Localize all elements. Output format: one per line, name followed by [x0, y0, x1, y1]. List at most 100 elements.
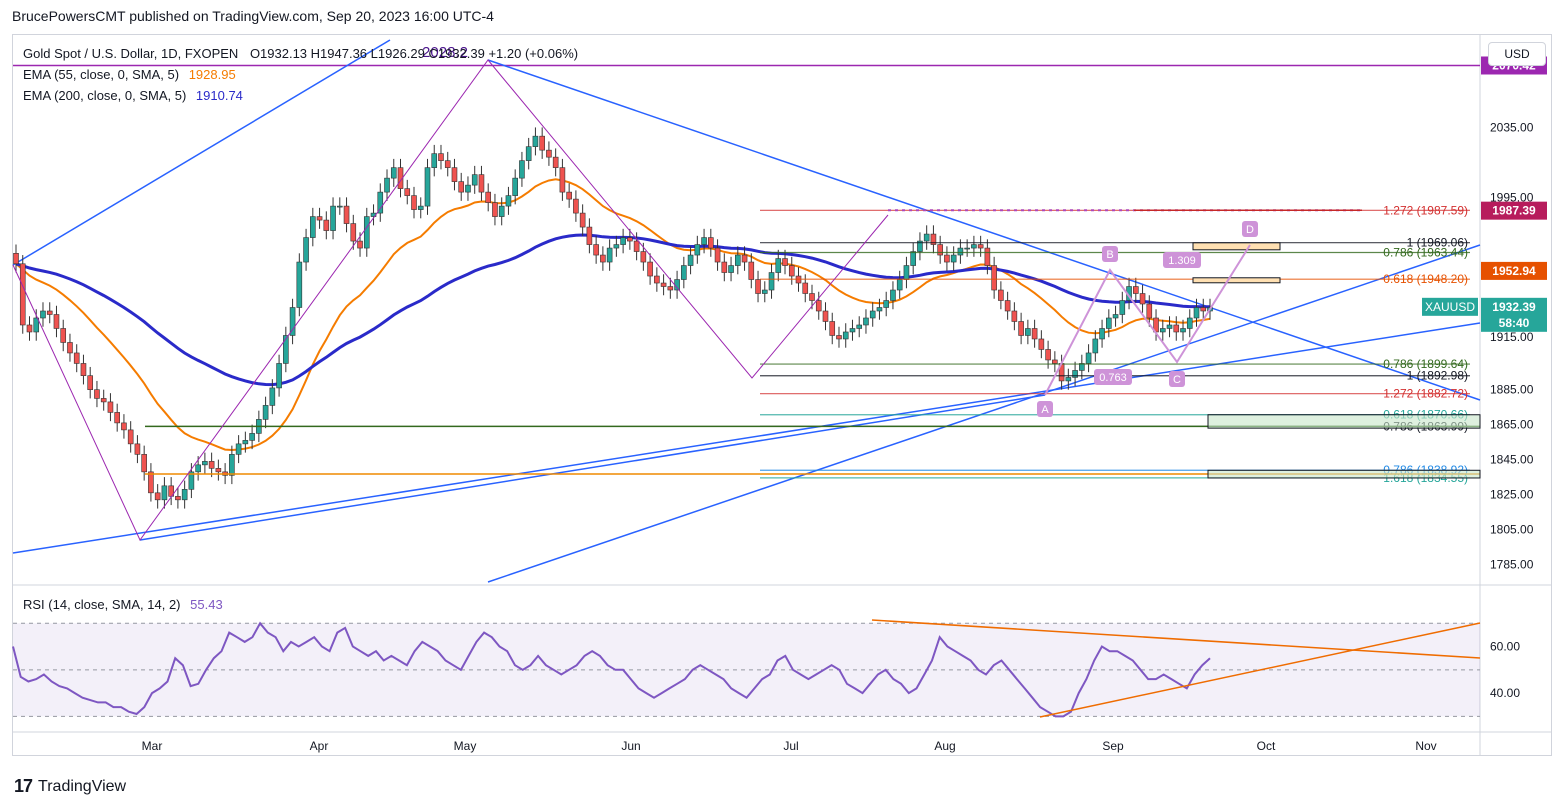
candle[interactable]	[1132, 277, 1139, 303]
candle[interactable]	[377, 183, 384, 222]
candle[interactable]	[303, 228, 309, 271]
candle[interactable]	[168, 477, 174, 506]
candle[interactable]	[141, 445, 147, 481]
candle[interactable]	[654, 267, 660, 292]
candle[interactable]	[694, 235, 701, 264]
candle[interactable]	[829, 312, 836, 345]
candle[interactable]	[539, 127, 545, 159]
candle[interactable]	[161, 477, 168, 509]
candle[interactable]	[1119, 291, 1126, 324]
candle[interactable]	[734, 246, 741, 275]
candle[interactable]	[627, 228, 633, 250]
candle[interactable]	[384, 169, 390, 201]
candle[interactable]	[579, 204, 586, 236]
candle[interactable]	[444, 151, 451, 177]
candle[interactable]	[721, 253, 728, 282]
candle[interactable]	[316, 207, 323, 229]
candle[interactable]	[1011, 302, 1018, 331]
candle[interactable]	[424, 158, 431, 215]
candle[interactable]	[431, 144, 438, 177]
ema55-legend[interactable]: EMA (55, close, 0, SMA, 5) 1928.95	[23, 67, 236, 82]
candle[interactable]	[849, 319, 856, 341]
candle[interactable]	[1038, 330, 1045, 359]
ema55-line[interactable]	[15, 178, 1211, 452]
currency-button[interactable]: USD	[1488, 42, 1546, 66]
ema200-line[interactable]	[15, 233, 1211, 387]
candle[interactable]	[471, 165, 478, 194]
candle[interactable]	[1025, 319, 1031, 345]
candle[interactable]	[593, 235, 599, 264]
candle[interactable]	[950, 246, 957, 271]
abcd-pattern[interactable]	[1044, 244, 1251, 396]
candle[interactable]	[842, 323, 849, 348]
candle[interactable]	[262, 396, 269, 429]
candle[interactable]	[1200, 298, 1207, 320]
candle[interactable]	[1166, 316, 1173, 338]
candle[interactable]	[1159, 319, 1166, 341]
candle[interactable]	[1031, 319, 1038, 348]
candle[interactable]	[121, 414, 127, 439]
candle[interactable]	[755, 270, 761, 303]
candle[interactable]	[674, 270, 680, 299]
candle[interactable]	[775, 249, 782, 282]
candle[interactable]	[458, 172, 465, 201]
candle[interactable]	[856, 316, 863, 338]
brand-name[interactable]: TradingView	[38, 777, 127, 795]
candle[interactable]	[283, 326, 289, 373]
candle[interactable]	[896, 270, 903, 299]
candle[interactable]	[566, 183, 572, 208]
ema200-legend[interactable]: EMA (200, close, 0, SMA, 5) 1910.74	[23, 88, 243, 103]
candle[interactable]	[390, 158, 397, 187]
candle[interactable]	[1092, 330, 1099, 362]
candle[interactable]	[181, 480, 188, 509]
candle[interactable]	[175, 487, 181, 509]
candle[interactable]	[19, 255, 26, 334]
candle[interactable]	[350, 214, 357, 250]
candle[interactable]	[343, 197, 350, 233]
candle[interactable]	[809, 284, 815, 310]
candle[interactable]	[876, 298, 883, 320]
candle[interactable]	[208, 452, 215, 478]
candle[interactable]	[40, 302, 46, 327]
candle[interactable]	[714, 239, 721, 271]
candle[interactable]	[559, 158, 566, 201]
candle[interactable]	[1079, 354, 1085, 380]
candle[interactable]	[836, 326, 842, 348]
candle[interactable]	[977, 235, 984, 257]
candle[interactable]	[1180, 319, 1186, 341]
candle[interactable]	[606, 239, 613, 271]
candle[interactable]	[1004, 291, 1011, 320]
candle[interactable]	[148, 463, 154, 502]
candle[interactable]	[235, 435, 242, 464]
rsi-line[interactable]	[12, 621, 1211, 718]
candle[interactable]	[741, 246, 748, 271]
candle[interactable]	[215, 459, 222, 481]
rsi-legend[interactable]: RSI (14, close, SMA, 14, 2) 55.43	[23, 597, 223, 612]
candle[interactable]	[573, 190, 579, 222]
candle[interactable]	[249, 424, 255, 450]
candle[interactable]	[964, 239, 970, 257]
candle[interactable]	[863, 309, 869, 334]
candle[interactable]	[917, 232, 923, 261]
candle[interactable]	[708, 228, 714, 257]
candle[interactable]	[269, 379, 276, 415]
candle[interactable]	[13, 244, 19, 273]
candle[interactable]	[53, 305, 60, 338]
candle[interactable]	[687, 246, 694, 275]
candle[interactable]	[202, 452, 208, 474]
candle[interactable]	[633, 232, 640, 261]
candle[interactable]	[660, 274, 667, 296]
candle[interactable]	[552, 148, 559, 177]
candle[interactable]	[363, 207, 370, 257]
candle[interactable]	[87, 366, 94, 399]
candle[interactable]	[94, 380, 100, 408]
candle[interactable]	[761, 281, 768, 303]
candle[interactable]	[768, 263, 775, 299]
candle[interactable]	[33, 309, 40, 341]
candle[interactable]	[681, 256, 687, 289]
candle[interactable]	[478, 165, 485, 201]
candle[interactable]	[154, 484, 161, 509]
candle[interactable]	[1112, 305, 1119, 327]
candle[interactable]	[748, 253, 755, 289]
candle[interactable]	[1065, 368, 1072, 390]
